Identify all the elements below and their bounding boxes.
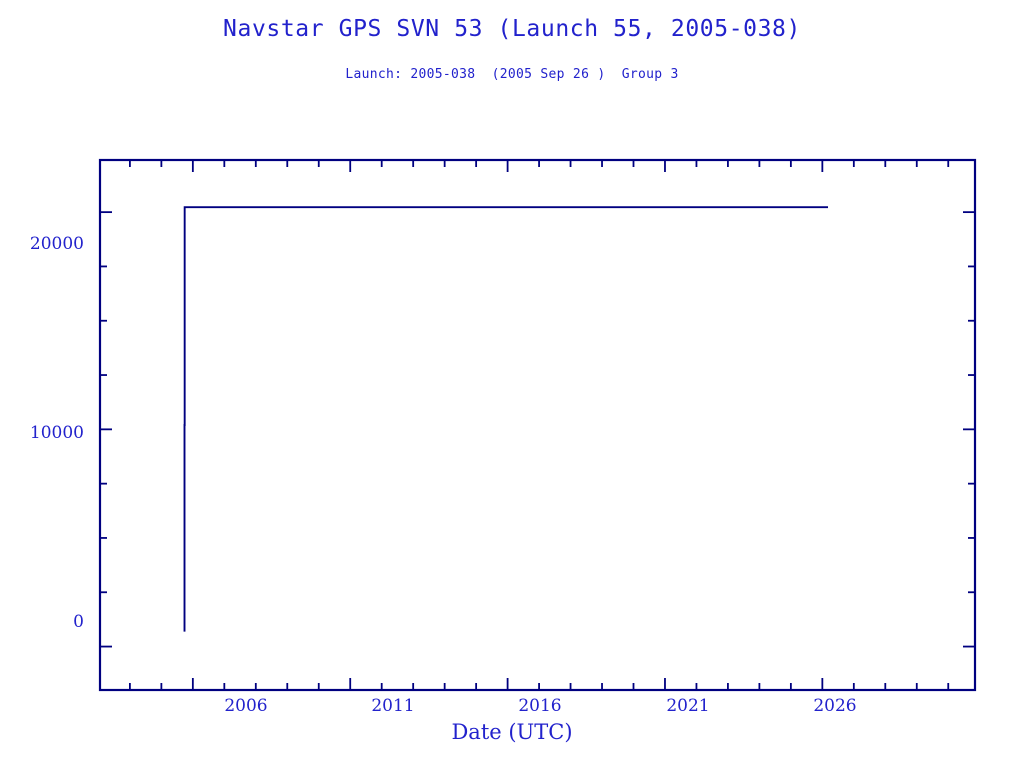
x-axis-label: Date (UTC) bbox=[451, 720, 573, 744]
chart-title: Navstar GPS SVN 53 (Launch 55, 2005-038) bbox=[223, 16, 801, 42]
x-tick-label-2011: 2011 bbox=[371, 696, 415, 716]
x-tick-label-2021: 2021 bbox=[666, 696, 710, 716]
y-tick-label-0: 0 bbox=[73, 612, 84, 632]
tick-marks bbox=[100, 160, 975, 690]
y-tick-label-10000: 10000 bbox=[29, 423, 84, 443]
x-tick-label-2016: 2016 bbox=[518, 696, 562, 716]
axes-frame bbox=[98, 158, 977, 692]
plot-border bbox=[98, 158, 977, 692]
x-tick-label-2006: 2006 bbox=[224, 696, 268, 716]
y-tick-label-20000: 20000 bbox=[29, 234, 84, 254]
data-series-group bbox=[183, 206, 829, 632]
x-tick-label-2026: 2026 bbox=[813, 696, 857, 716]
series-line-0 bbox=[183, 206, 829, 632]
chart-subtitle: Launch: 2005-038 (2005 Sep 26 ) Group 3 bbox=[345, 67, 679, 82]
